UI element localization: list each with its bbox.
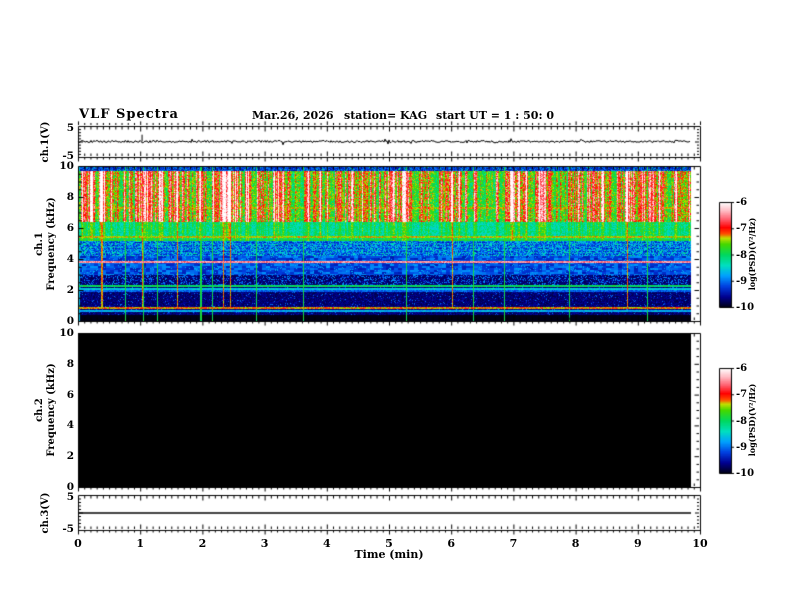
ch1-freq-tick-label: 2 <box>66 284 74 296</box>
x-tick-label: 7 <box>509 537 518 550</box>
x-tick-label: 4 <box>322 537 331 550</box>
ch1-freq-tick-label: 8 <box>66 191 74 203</box>
figure-title: VLF Spectra <box>79 107 179 122</box>
x-tick-label: 3 <box>260 537 269 550</box>
colorbar2-label: log(PSD)(V²/Hz) <box>747 383 757 457</box>
ch2-name-label: ch.2 <box>34 398 45 422</box>
ch2-freq-axis-label: Frequency (kHz) <box>46 363 57 457</box>
date-label: Mar.26, 2026 <box>252 109 334 122</box>
station-label: station= KAG <box>344 109 428 122</box>
x-axis-title: Time (min) <box>354 548 424 561</box>
ch3-volt-tick-label: 5 <box>66 490 74 503</box>
colorbar1-tick-label: -6 <box>736 197 748 208</box>
colorbar1-tick-label: -8 <box>736 249 748 261</box>
ch2-freq-tick-label: 10 <box>59 327 74 339</box>
colorbar2-tick-label: -10 <box>736 468 755 479</box>
x-tick-label: 8 <box>571 537 580 550</box>
ch3-volt-tick-label: -5 <box>62 522 74 535</box>
x-tick-label: 6 <box>447 537 456 550</box>
ch2-freq-tick-label: 6 <box>66 388 74 401</box>
ch1-freq-tick-label: 4 <box>66 253 74 265</box>
x-tick-label: 1 <box>136 537 145 550</box>
ch1-freq-axis-label: Frequency (kHz) <box>46 197 57 291</box>
ch2-freq-tick-label: 8 <box>66 357 74 370</box>
ch1-name-label: ch.1 <box>34 232 45 256</box>
ch1-volt-axis-label: ch.1(V) <box>40 121 51 163</box>
ch1-freq-tick-label: 0 <box>66 315 74 327</box>
x-tick-label: 0 <box>74 537 82 550</box>
ch2-freq-tick-label: 4 <box>66 419 74 432</box>
colorbar2-tick-label: -7 <box>736 389 748 401</box>
start-ut-label: start UT = 1 : 50: 0 <box>436 109 554 122</box>
x-tick-label: 10 <box>692 537 708 550</box>
ch1-freq-tick-label: 10 <box>59 160 74 172</box>
x-tick-label: 5 <box>385 537 393 550</box>
colorbar1-tick-label: -9 <box>736 275 748 287</box>
colorbar2-tick-label: -8 <box>736 415 748 427</box>
ch2-freq-tick-label: 0 <box>66 481 74 493</box>
colorbar1-tick-label: -7 <box>736 223 748 235</box>
colorbar2-tick-label: -9 <box>736 441 748 453</box>
ch1-freq-tick-label: 6 <box>66 222 74 234</box>
ch3-volt-axis-label: ch.3(V) <box>40 492 51 534</box>
ch1-volt-tick-label: -5 <box>62 149 74 162</box>
colorbar2-tick-label: -6 <box>736 363 748 374</box>
x-tick-label: 9 <box>633 537 642 550</box>
ch1-volt-tick-label: 5 <box>66 121 74 134</box>
ch2-freq-tick-label: 2 <box>66 450 74 463</box>
x-tick-label: 2 <box>198 537 207 550</box>
colorbar1-label: log(PSD)(V²/Hz) <box>747 217 757 291</box>
colorbar1-tick-label: -10 <box>736 302 755 313</box>
